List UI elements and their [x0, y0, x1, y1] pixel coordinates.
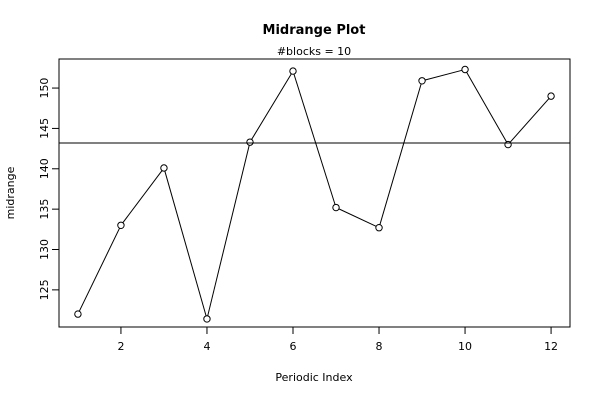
x-axis: 2 4 6 8 10 12 [117, 327, 558, 353]
y-axis: 125 130 135 140 145 150 [38, 78, 59, 300]
series-line-segment [293, 74, 336, 205]
y-tick-label: 135 [38, 199, 51, 220]
data-point [375, 224, 383, 232]
series-line-segment [509, 98, 550, 143]
data-point [461, 65, 469, 74]
series-line-segment [164, 170, 207, 316]
data-point [74, 310, 82, 318]
x-tick-label: 8 [376, 340, 383, 353]
series-line-segment [466, 72, 507, 143]
x-tick-label: 4 [203, 340, 210, 353]
y-tick-label: 130 [38, 239, 51, 260]
chart-title: Midrange Plot [263, 23, 366, 38]
series-line-segment [338, 208, 377, 227]
chart-subtitle: #blocks = 10 [277, 45, 351, 58]
data-point [418, 77, 426, 85]
y-axis-label: midrange [4, 166, 17, 219]
x-tick-label: 6 [289, 340, 296, 353]
y-tick-label: 145 [38, 118, 51, 139]
x-tick-label: 10 [458, 340, 472, 353]
series-line-segment [251, 73, 292, 140]
series-line-segment [425, 69, 463, 81]
series-line-segment [379, 83, 422, 225]
x-tick-label: 12 [544, 340, 558, 353]
y-tick-label: 125 [38, 279, 51, 300]
y-tick-label: 140 [38, 158, 51, 179]
data-point [203, 315, 211, 323]
x-axis-label: Periodic Index [275, 371, 353, 384]
x-tick-label: 2 [117, 340, 124, 353]
data-point [547, 92, 555, 100]
plot-area-frame [58, 58, 571, 328]
y-tick-label: 150 [38, 78, 51, 99]
series-line-segment [78, 227, 120, 312]
data-point [246, 138, 254, 146]
series-line-segment [122, 170, 163, 224]
data-point [289, 67, 297, 75]
data-point [117, 221, 125, 229]
series-line-segment [207, 145, 250, 316]
data-point [160, 164, 168, 172]
midrange-series [74, 65, 555, 323]
data-point [332, 203, 340, 212]
data-point [504, 140, 512, 149]
